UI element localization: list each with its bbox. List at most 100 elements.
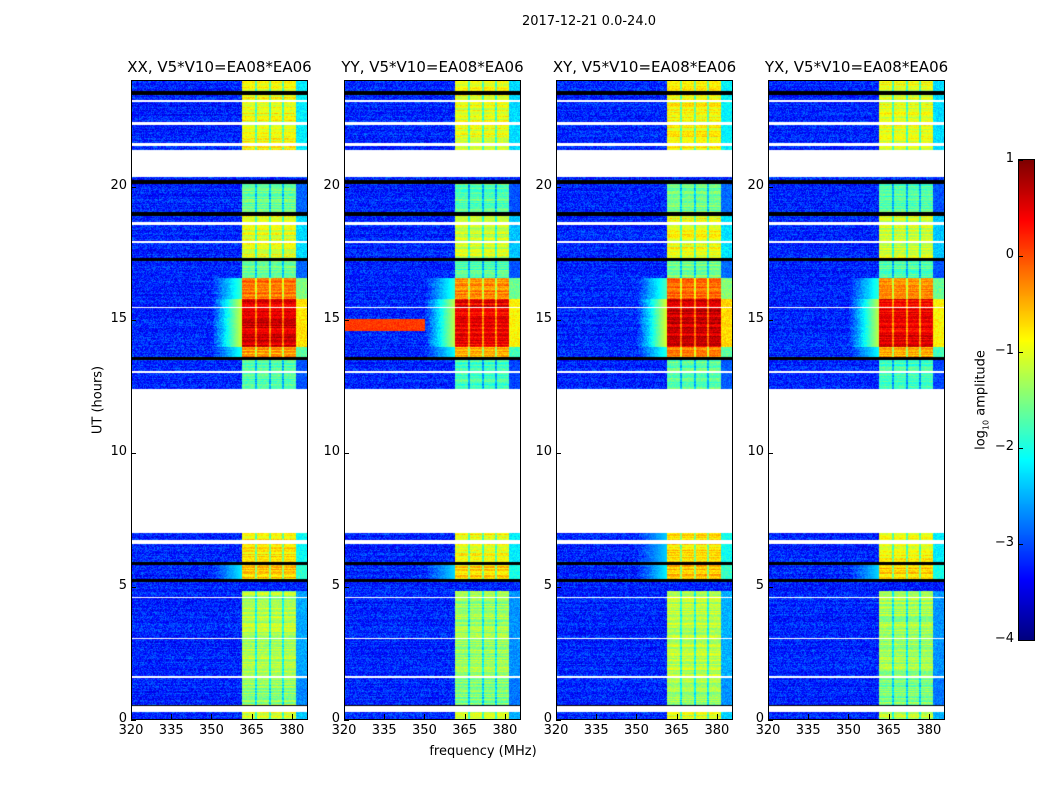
heatmap-image xyxy=(345,81,520,719)
x-tick-label: 365 xyxy=(664,723,690,738)
x-tick xyxy=(676,714,678,719)
colorbar-tick xyxy=(1019,160,1023,161)
y-tick-label: 0 xyxy=(543,711,552,726)
y-tick-label: 15 xyxy=(323,311,340,326)
colorbar-label-rest: amplitude xyxy=(973,350,989,420)
y-tick-label: 5 xyxy=(331,577,340,593)
heatmap-image xyxy=(769,81,944,719)
x-tick xyxy=(888,714,890,719)
x-tick-label: 320 xyxy=(331,723,357,738)
y-tick xyxy=(344,586,349,588)
y-tick xyxy=(556,453,561,455)
x-tick xyxy=(424,714,426,719)
y-tick-label: 15 xyxy=(110,311,127,326)
heatmap-panel xyxy=(131,80,308,720)
colorbar-tick-label: 0 xyxy=(1005,247,1014,262)
y-tick-label: 15 xyxy=(535,311,552,326)
y-tick xyxy=(556,586,561,588)
x-tick-label: 350 xyxy=(199,723,224,738)
heatmap-panel xyxy=(344,80,521,720)
x-tick-label: 335 xyxy=(583,723,609,738)
colorbar xyxy=(1018,159,1035,641)
x-tick xyxy=(171,714,173,719)
y-tick xyxy=(131,453,136,455)
x-tick xyxy=(716,714,718,719)
y-tick-label: 10 xyxy=(110,444,127,460)
y-axis-label: UT (hours) xyxy=(90,365,106,435)
y-tick xyxy=(556,186,561,188)
y-tick-label: 10 xyxy=(747,444,764,460)
colorbar-tick xyxy=(1019,256,1023,257)
x-tick xyxy=(928,714,930,719)
x-tick-label: 335 xyxy=(158,723,184,738)
colorbar-tick-label: −1 xyxy=(994,343,1014,358)
colorbar-tick xyxy=(1019,544,1023,545)
x-tick-label: 380 xyxy=(916,723,942,738)
heatmap-image xyxy=(557,81,732,719)
y-tick xyxy=(344,720,349,721)
x-tick xyxy=(344,714,345,719)
colorbar-tick-label: 1 xyxy=(1005,151,1014,166)
x-tick-label: 350 xyxy=(624,723,649,738)
y-tick xyxy=(768,186,773,188)
y-tick xyxy=(768,453,773,455)
y-tick-label: 15 xyxy=(747,311,764,326)
x-tick xyxy=(291,714,293,719)
y-tick xyxy=(344,320,349,321)
y-tick-label: 0 xyxy=(755,711,764,726)
heatmap-panel xyxy=(768,80,945,720)
x-tick-label: 365 xyxy=(452,723,478,738)
colorbar-label: log10 amplitude xyxy=(974,350,991,450)
colorbar-tick xyxy=(1019,352,1023,353)
y-tick-label: 5 xyxy=(118,577,127,593)
y-tick xyxy=(556,320,561,321)
x-tick xyxy=(768,714,769,719)
y-tick-label: 20 xyxy=(110,177,127,193)
x-tick xyxy=(848,714,850,719)
colorbar-label-sub: 10 xyxy=(981,419,991,431)
colorbar-tick-label: −2 xyxy=(994,439,1014,454)
y-tick-label: 0 xyxy=(331,711,340,726)
y-tick xyxy=(344,453,349,455)
y-tick xyxy=(556,720,561,721)
panel-title: XY, V5*V10=EA08*EA06 xyxy=(552,58,737,76)
figure-title: 2017-12-21 0.0-24.0 xyxy=(522,14,656,29)
y-tick xyxy=(768,320,773,321)
y-tick-label: 20 xyxy=(747,177,764,193)
x-tick xyxy=(251,714,253,719)
y-tick xyxy=(131,320,136,321)
x-tick xyxy=(504,714,506,719)
y-tick xyxy=(131,186,136,188)
x-tick-label: 380 xyxy=(704,723,730,738)
x-tick-label: 335 xyxy=(795,723,821,738)
panel-title: XX, V5*V10=EA08*EA06 xyxy=(127,58,312,76)
x-tick xyxy=(808,714,810,719)
colorbar-gradient xyxy=(1019,160,1034,640)
y-tick-label: 5 xyxy=(755,577,764,593)
x-tick-label: 380 xyxy=(492,723,518,738)
y-tick xyxy=(344,186,349,188)
x-tick-label: 320 xyxy=(755,723,781,738)
panel-title: YX, V5*V10=EA08*EA06 xyxy=(764,58,949,76)
x-tick-label: 380 xyxy=(279,723,305,738)
y-tick-label: 10 xyxy=(535,444,552,460)
x-tick-label: 350 xyxy=(412,723,437,738)
x-tick-label: 350 xyxy=(836,723,861,738)
y-tick-label: 0 xyxy=(118,711,127,726)
x-tick xyxy=(596,714,598,719)
panel-title: YY, V5*V10=EA08*EA06 xyxy=(341,58,524,76)
y-tick-label: 20 xyxy=(535,177,552,193)
x-tick xyxy=(636,714,638,719)
y-tick-label: 20 xyxy=(323,177,340,193)
x-tick xyxy=(384,714,386,719)
y-tick-label: 10 xyxy=(323,444,340,460)
colorbar-tick xyxy=(1019,448,1023,449)
colorbar-tick-label: −3 xyxy=(994,535,1014,550)
colorbar-tick-label: −4 xyxy=(994,631,1014,646)
x-axis-label: frequency (MHz) xyxy=(429,744,537,759)
y-tick xyxy=(768,720,773,721)
heatmap-image xyxy=(132,81,307,719)
y-tick xyxy=(131,586,136,588)
x-tick xyxy=(131,714,132,719)
x-tick-label: 365 xyxy=(239,723,265,738)
